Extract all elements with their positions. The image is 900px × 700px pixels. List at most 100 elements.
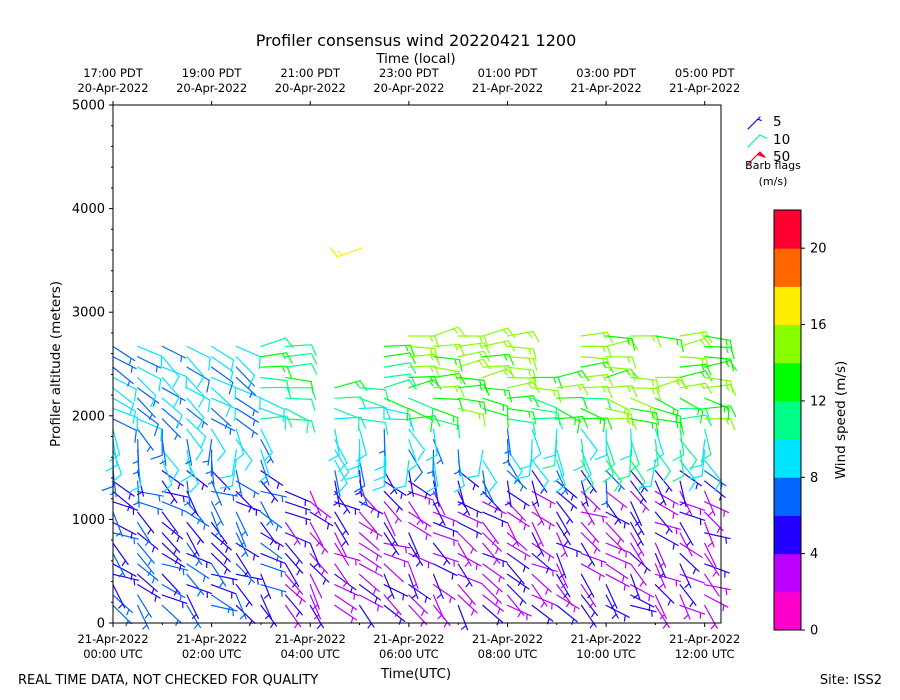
wind-barb [284, 521, 301, 546]
wind-barb [355, 428, 367, 462]
barb-full [458, 425, 461, 439]
wind-barb [211, 604, 238, 617]
barb-half [725, 384, 730, 392]
barb-shaft [334, 532, 347, 557]
barb-shaft [580, 428, 598, 451]
wind-barb [654, 542, 667, 568]
barb-half [472, 483, 476, 491]
legend-barb-samples [747, 116, 768, 165]
wind-barb [161, 542, 182, 565]
barb-half [360, 501, 367, 506]
barb-half [262, 480, 268, 486]
wind-barb [704, 490, 716, 516]
bottom-tick-label: 02:00 UTC [182, 647, 242, 661]
barb-half [151, 588, 155, 595]
wind-barb [530, 428, 542, 463]
wind-barb [137, 428, 154, 453]
barb-full [689, 459, 698, 471]
barb-half [517, 611, 522, 618]
wind-barb [112, 407, 138, 430]
barb-half [684, 583, 690, 589]
barb-full [606, 346, 613, 359]
barb-full [171, 469, 180, 482]
wind-barb [408, 345, 439, 361]
bottom-tick-date: 21-Apr-2022 [472, 632, 543, 646]
barb-legend: 5 10 50 Barb flags (m/s) [745, 114, 801, 188]
legend-caption-units: (m/s) [759, 175, 788, 188]
barb-half [602, 362, 607, 369]
barb-half [118, 572, 124, 578]
wind-barb [112, 542, 129, 567]
barb-half [497, 608, 501, 615]
wind-barb [334, 511, 349, 536]
wind-barb [211, 552, 231, 575]
wind-barb [186, 376, 206, 408]
wind-barb [358, 532, 380, 551]
barb-shaft [679, 573, 706, 584]
wind-barb [112, 366, 134, 387]
barb-half [277, 543, 281, 551]
wind-barb [506, 501, 526, 524]
x-axis-label: Time(UTC) [380, 666, 451, 682]
wind-barb [654, 490, 679, 509]
barb-full [357, 418, 360, 431]
barb-shaft [408, 439, 418, 465]
barb-shaft [650, 459, 657, 487]
wind-barb [358, 521, 383, 540]
barb-half [672, 512, 675, 519]
wind-barb [630, 573, 641, 600]
barb-shaft [432, 490, 446, 516]
barb-full [248, 375, 256, 387]
wind-barb [383, 490, 403, 513]
barb-half [253, 491, 256, 499]
wind-barb [383, 573, 395, 599]
wind-barb [260, 542, 283, 563]
wind-barb [506, 345, 537, 362]
wind-barb [383, 379, 417, 390]
barb-shaft [358, 387, 387, 391]
barb-half [203, 523, 206, 530]
barb-full [581, 370, 590, 382]
barb-full [160, 356, 163, 369]
wind-barb [629, 439, 640, 473]
barb-half [247, 579, 252, 586]
barb-shaft [605, 459, 623, 482]
barb-half [430, 491, 437, 496]
barb-half [426, 470, 434, 475]
wind-barb [432, 397, 464, 412]
wind-barb [432, 552, 459, 567]
wind-barb [630, 604, 657, 617]
barb-full [581, 473, 592, 483]
wind-barb [580, 407, 606, 433]
barb-half [270, 497, 276, 504]
barb-full [617, 475, 630, 481]
wind-barb [506, 532, 528, 551]
barb-full [263, 452, 273, 462]
barb-half [627, 368, 630, 376]
barb-half [130, 532, 133, 539]
wind-barb [580, 470, 597, 494]
colorbar-frame [773, 209, 802, 631]
barb-half [404, 546, 408, 554]
barb-half [173, 548, 178, 555]
barb-half [391, 550, 397, 557]
barb-shaft [211, 397, 237, 410]
wind-barb [235, 563, 255, 586]
barb-half [177, 483, 181, 490]
barb-shaft [383, 379, 410, 389]
wind-barb [137, 345, 163, 369]
barb-shaft [334, 542, 350, 566]
barb-shaft [235, 387, 261, 399]
barb-half [683, 614, 689, 620]
barb-full [638, 485, 652, 489]
wind-barb [333, 480, 341, 508]
barb-half [115, 531, 122, 537]
wind-barb [383, 501, 402, 524]
wind-barb [260, 397, 285, 422]
wind-barb [260, 470, 284, 489]
barb-half [637, 561, 643, 567]
barb-half [394, 611, 399, 618]
barb-full [576, 421, 581, 434]
wind-barb [504, 428, 512, 456]
wind-barb [556, 604, 578, 625]
